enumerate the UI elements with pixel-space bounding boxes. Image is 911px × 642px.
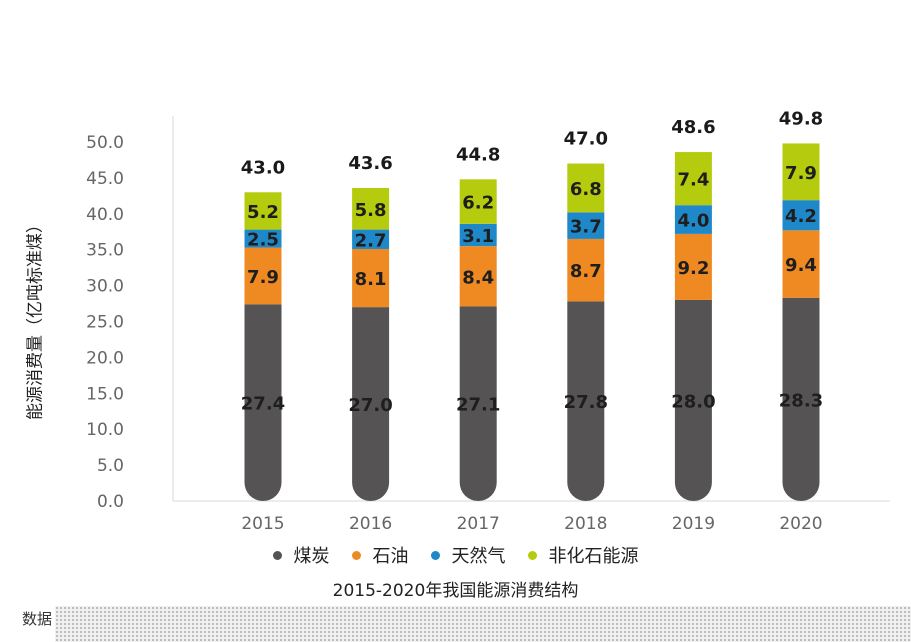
bar-segment-oil: [674, 233, 712, 300]
bar-segment-nonfossil: [459, 179, 497, 224]
footnote-text: 数据: [22, 610, 53, 628]
y-tick-label: 40.0: [86, 205, 124, 225]
y-tick-label: 25.0: [86, 313, 124, 333]
bar-segment-gas: [352, 229, 390, 249]
bar-segment-oil: [244, 247, 282, 305]
bar-segment-nonfossil: [782, 143, 820, 201]
legend-dot-oil: [351, 550, 361, 560]
x-tick-label-2020: 2020: [779, 514, 822, 534]
x-tick-label-2015: 2015: [241, 514, 284, 534]
data-label-gas: 2.7: [355, 230, 387, 251]
y-tick-label: 30.0: [86, 277, 124, 297]
legend-label-oil: 石油: [372, 546, 409, 567]
data-label-nonfossil: 7.4: [677, 170, 709, 191]
data-label-oil: 8.7: [570, 261, 602, 282]
data-label-coal: 27.4: [241, 394, 285, 415]
data-label-gas: 4.0: [677, 211, 709, 232]
bar-segment-gas: [674, 205, 712, 234]
legend-item-gas: 天然气: [430, 542, 506, 568]
x-tick-label-2017: 2017: [457, 514, 500, 534]
x-tick-label-2016: 2016: [349, 514, 392, 534]
bar-segment-coal: [459, 306, 497, 501]
bar-segment-coal: [674, 299, 712, 501]
y-tick-label: 50.0: [86, 133, 124, 153]
data-label-coal: 28.3: [779, 390, 823, 411]
bar-segment-gas: [567, 212, 605, 239]
bar-segment-gas: [782, 200, 820, 231]
data-label-oil: 7.9: [247, 267, 279, 288]
total-label: 49.8: [779, 108, 823, 129]
data-label-gas: 3.7: [570, 217, 602, 238]
legend-label-coal: 煤炭: [293, 546, 330, 567]
bar-segment-coal: [782, 297, 820, 501]
data-label-oil: 9.4: [785, 255, 817, 276]
x-tick-label-2019: 2019: [672, 514, 715, 534]
bar-segment-gas: [244, 229, 282, 248]
bar-segment-oil: [567, 238, 605, 302]
x-tick-label-2018: 2018: [564, 514, 607, 534]
data-label-coal: 27.1: [456, 395, 500, 416]
data-label-gas: 4.2: [785, 206, 817, 227]
legend-dot-nonfossil: [527, 550, 537, 560]
legend: 煤炭 石油 天然气 非化石能源: [0, 542, 911, 568]
data-label-coal: 27.0: [348, 395, 392, 416]
legend-item-coal: 煤炭: [272, 542, 330, 568]
data-label-oil: 8.1: [355, 269, 387, 290]
bar-segment-oil: [352, 248, 390, 308]
y-tick-label: 45.0: [86, 169, 124, 189]
y-tick-label: 20.0: [86, 348, 124, 368]
y-axis-label: 能源消费量（亿吨标准煤）: [25, 216, 46, 420]
y-tick-label: 10.0: [86, 420, 124, 440]
y-tick-label: 0.0: [97, 492, 124, 512]
data-label-gas: 3.1: [462, 226, 494, 247]
bar-segment-coal: [567, 301, 605, 501]
data-label-coal: 27.8: [564, 392, 608, 413]
bar-segment-nonfossil: [244, 192, 282, 230]
bar-segment-nonfossil: [352, 187, 390, 230]
total-label: 48.6: [671, 117, 715, 138]
chart-title: 2015-2020年我国能源消费结构: [332, 581, 579, 601]
legend-item-oil: 石油: [351, 542, 409, 568]
bar-segment-nonfossil: [674, 152, 712, 206]
bar-segment-coal: [352, 307, 390, 501]
bar-segment-oil: [782, 230, 820, 298]
y-tick-label: 5.0: [97, 456, 124, 476]
data-label-nonfossil: 6.2: [462, 193, 494, 214]
data-label-oil: 9.2: [677, 258, 709, 279]
data-label-nonfossil: 5.2: [247, 202, 279, 223]
dotted-band: [55, 606, 911, 642]
data-label-nonfossil: 7.9: [785, 163, 817, 184]
legend-dot-coal: [272, 550, 282, 560]
total-label: 47.0: [564, 129, 608, 150]
data-label-coal: 28.0: [671, 391, 715, 412]
data-label-nonfossil: 5.8: [355, 200, 387, 221]
total-label: 44.8: [456, 144, 500, 165]
y-tick-label: 35.0: [86, 241, 124, 261]
bar-segment-nonfossil: [567, 163, 605, 213]
bar-segment-coal: [244, 304, 282, 501]
legend-dot-gas: [430, 550, 440, 560]
total-label: 43.6: [348, 153, 392, 174]
legend-label-gas: 天然气: [451, 546, 506, 567]
bar-segment-oil: [459, 246, 497, 307]
y-tick-label: 15.0: [86, 384, 124, 404]
bar-segment-gas: [459, 223, 497, 247]
data-label-nonfossil: 6.8: [570, 179, 602, 200]
total-label: 43.0: [241, 157, 285, 178]
data-label-oil: 8.4: [462, 267, 494, 288]
legend-item-nonfossil: 非化石能源: [527, 542, 639, 568]
legend-label-nonfossil: 非化石能源: [548, 546, 639, 567]
data-label-gas: 2.5: [247, 230, 279, 251]
